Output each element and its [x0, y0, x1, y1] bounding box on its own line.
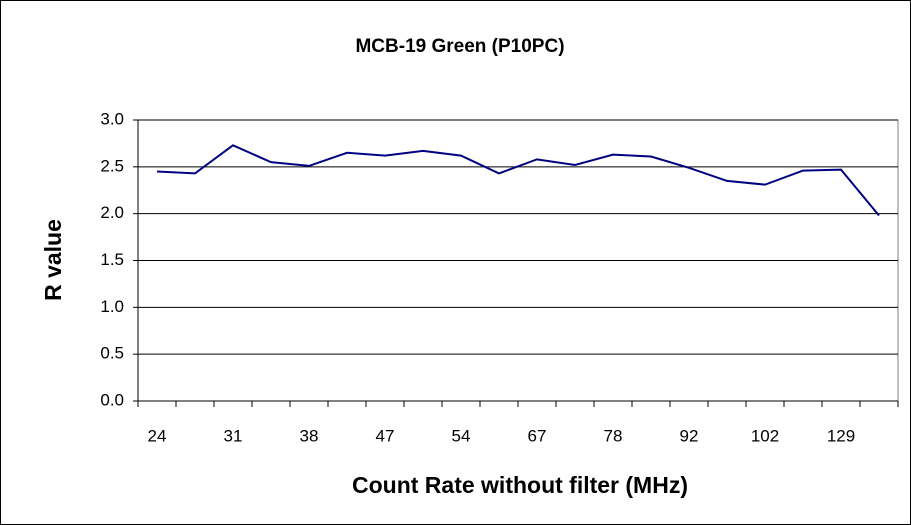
x-tick-label: 102	[751, 426, 779, 445]
y-tick-label: 1.0	[100, 297, 124, 316]
y-tick-label: 2.5	[100, 156, 124, 175]
x-tick-label: 38	[300, 426, 319, 445]
y-tick-label: 2.0	[100, 203, 124, 222]
x-tick-label: 31	[224, 426, 243, 445]
x-tick-label: 47	[376, 426, 395, 445]
x-tick-label: 78	[604, 426, 623, 445]
y-tick-label: 1.5	[100, 250, 124, 269]
x-tick-label: 129	[827, 426, 855, 445]
x-tick-label: 67	[528, 426, 547, 445]
x-tick-label: 24	[148, 426, 167, 445]
y-tick-label: 0.0	[100, 390, 124, 409]
chart-title: MCB-19 Green (P10PC)	[355, 36, 564, 57]
y-tick-label: 0.5	[100, 344, 124, 363]
x-tick-label: 92	[680, 426, 699, 445]
x-axis-label: Count Rate without filter (MHz)	[352, 472, 688, 498]
y-tick-label: 3.0	[100, 109, 124, 128]
y-axis-label: R value	[40, 219, 66, 301]
data-line	[156, 144, 880, 217]
x-tick-label: 54	[452, 426, 471, 445]
